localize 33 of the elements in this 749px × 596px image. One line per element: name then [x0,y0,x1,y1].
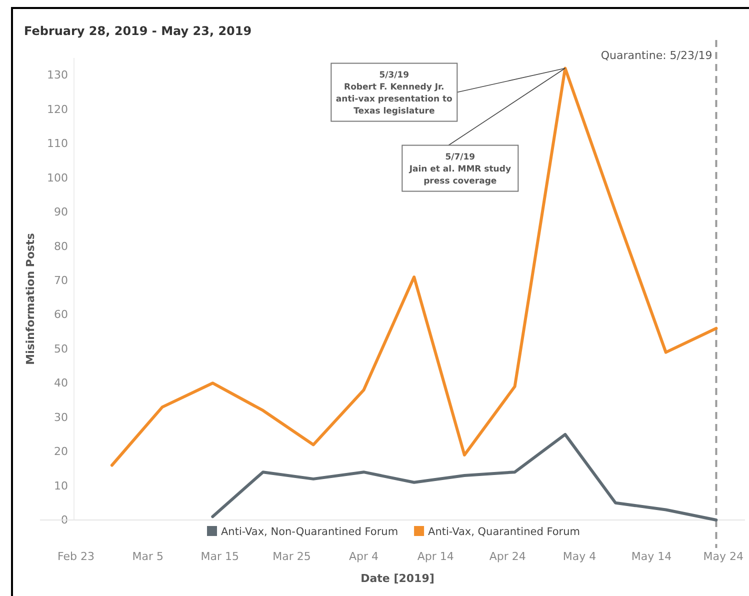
x-tick-label: Apr 4 [348,550,378,563]
chart-title: February 28, 2019 - May 23, 2019 [24,24,252,38]
y-tick-label: 20 [54,445,68,458]
legend-label: Anti-Vax, Quarantined Forum [428,526,580,538]
ref-line-label: Quarantine: 5/23/19 [600,49,712,62]
x-tick-label: Mar 5 [132,550,164,563]
x-tick-label: May 24 [703,550,744,563]
x-tick-label: Apr 24 [489,550,526,563]
x-tick-label: Feb 23 [57,550,94,563]
y-tick-label: 100 [47,171,68,184]
y-tick-label: 10 [54,479,68,492]
y-tick-label: 90 [54,206,68,219]
legend-label: Anti-Vax, Non-Quarantined Forum [221,526,398,538]
y-tick-label: 50 [54,342,68,356]
annotation: 5/3/19 Robert F. Kennedy Jr. anti-vax presentation to Texas legislature [336,70,453,116]
y-axis-title: Misinformation Posts [24,232,37,365]
y-tick-label: 60 [54,308,68,322]
annotation: 5/7/19 Jain et al. MMR study press coverage [408,152,512,186]
y-tick-label: 120 [47,102,68,116]
x-tick-label: Apr 14 [417,550,454,563]
x-tick-label: May 14 [631,550,672,563]
line-series [110,66,718,467]
y-tick-label: 40 [54,376,68,390]
y-tick-label: 80 [54,240,68,253]
y-tick-label: 130 [47,68,68,82]
x-tick-label: May 4 [562,550,596,563]
x-tick-label: Mar 25 [272,550,311,563]
line-series [211,432,718,522]
x-tick-label: Mar 15 [200,550,239,563]
y-tick-label: 70 [54,274,68,287]
y-tick-label: 30 [54,410,68,424]
x-axis-title: Date [2019] [360,572,434,585]
y-tick-label: 110 [47,137,68,150]
